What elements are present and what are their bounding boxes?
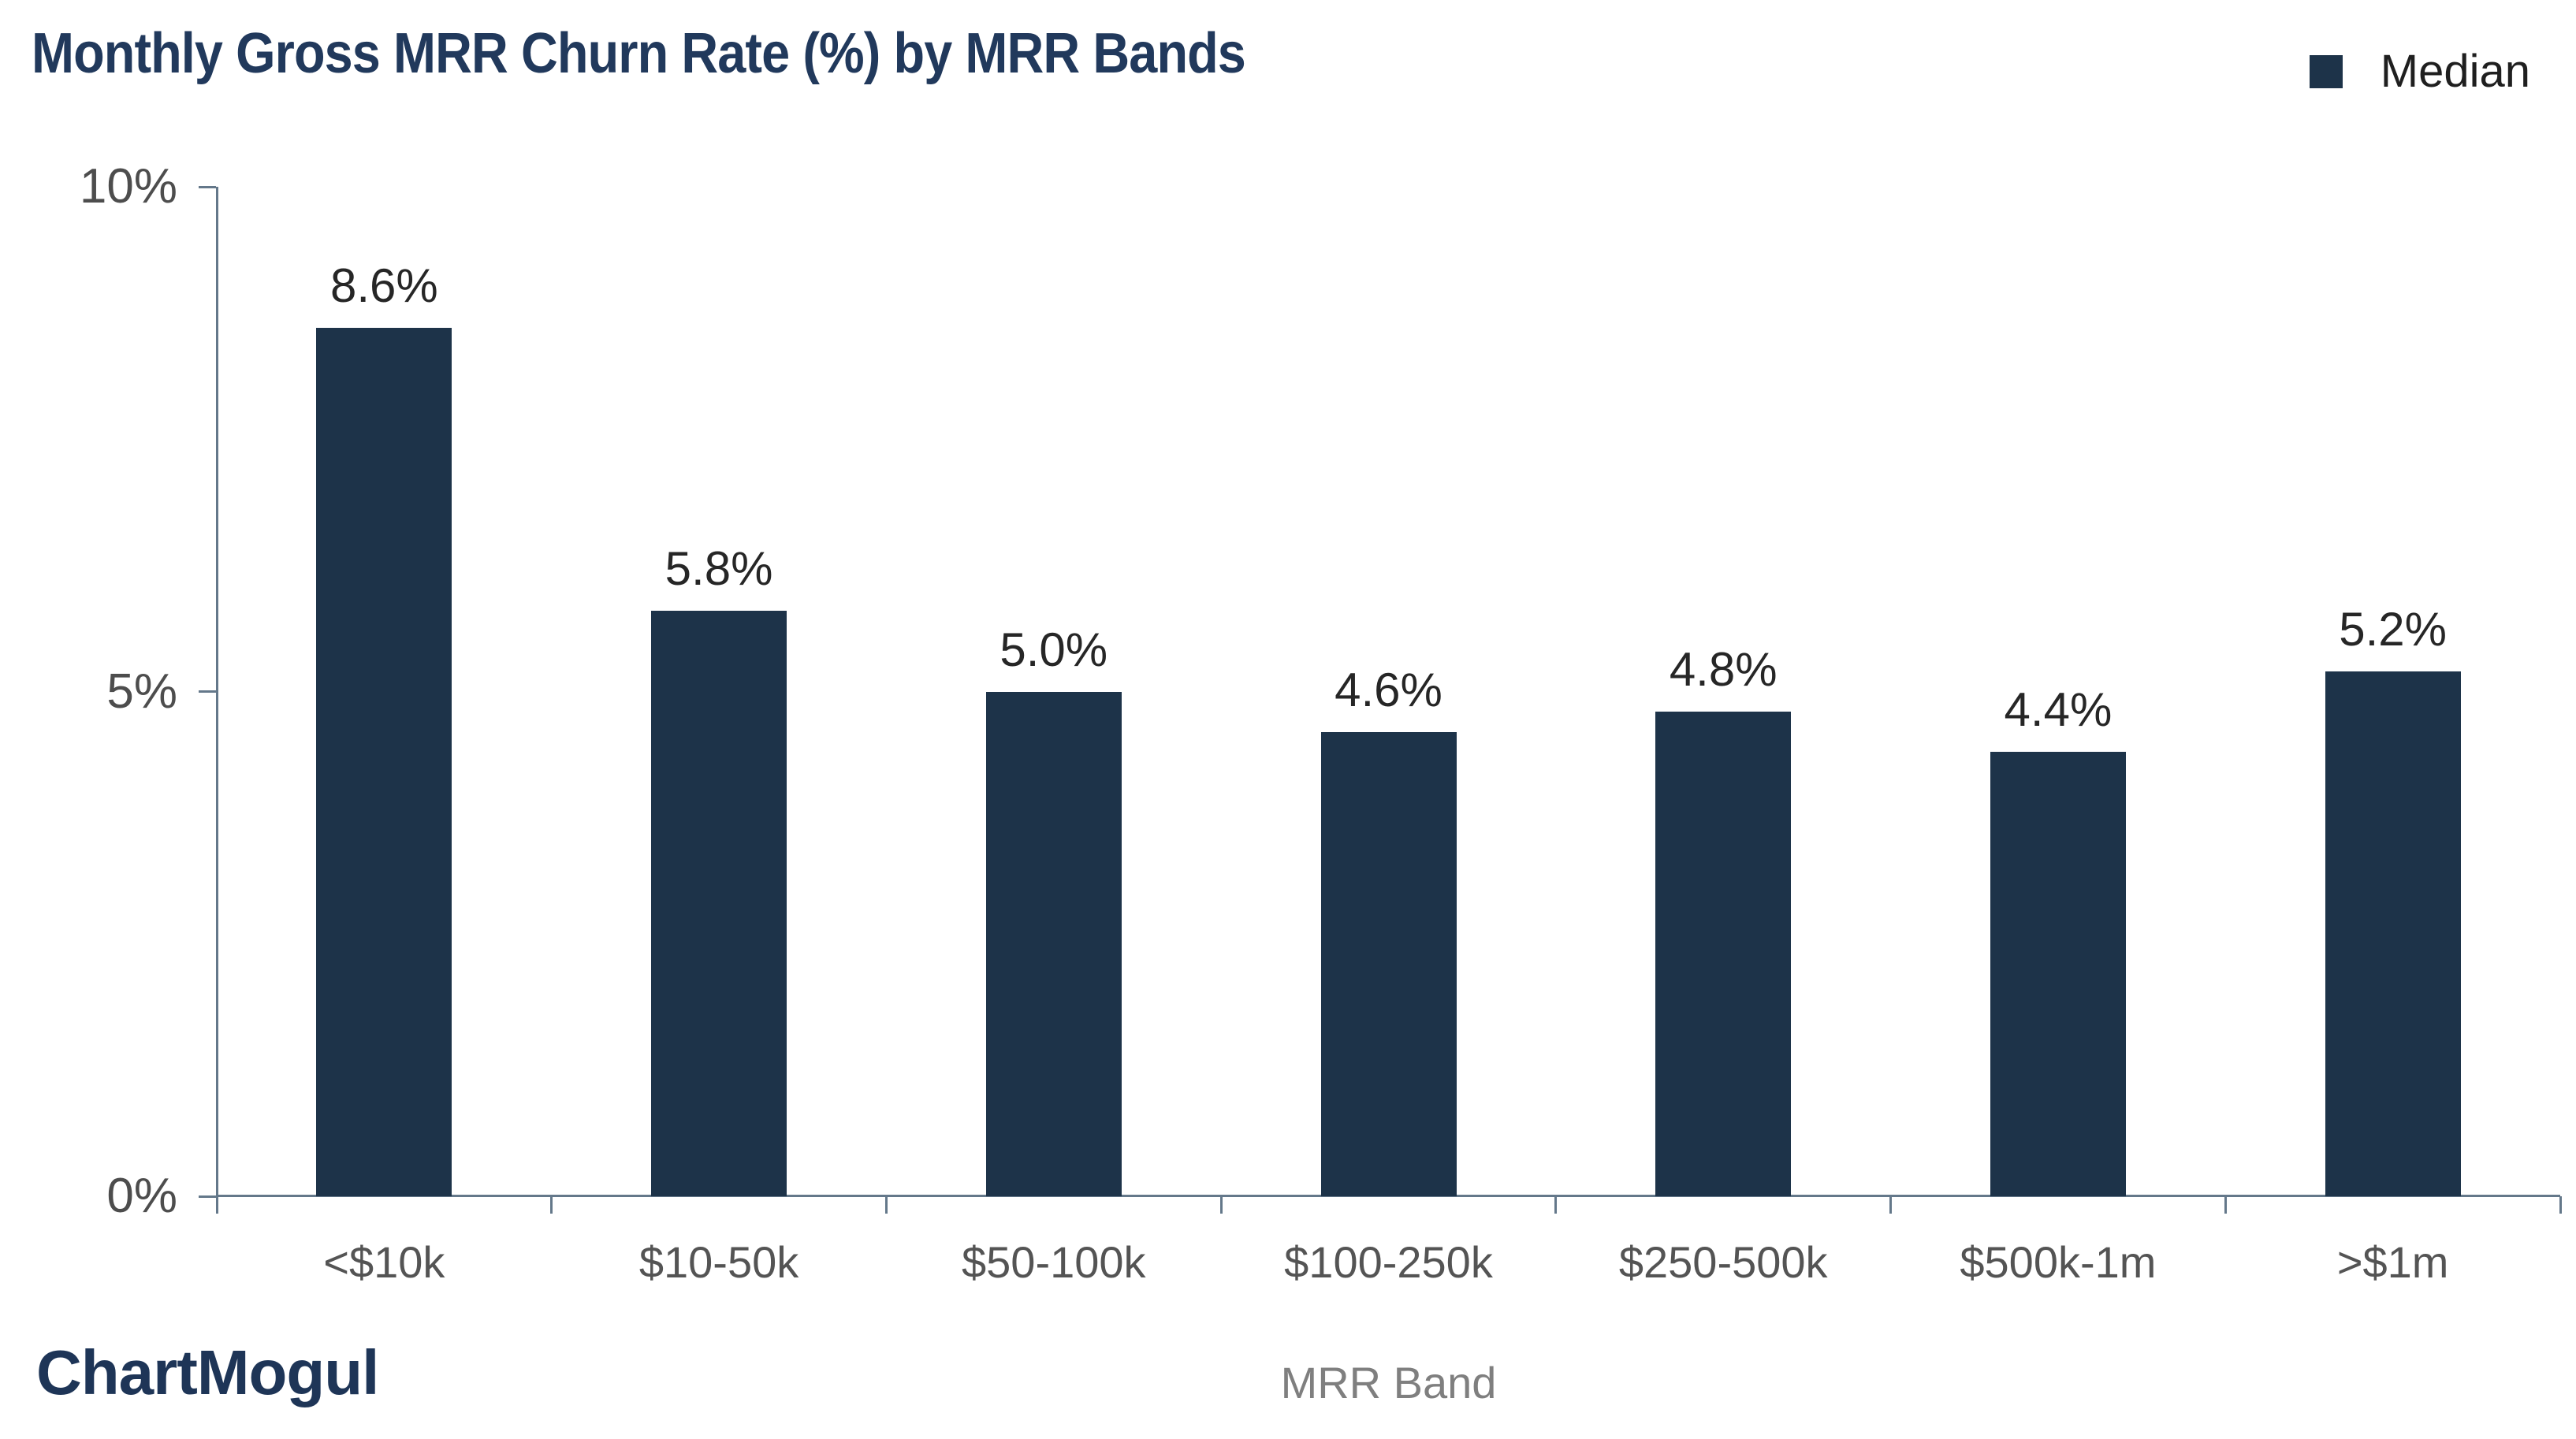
bar-value-label: 4.6% [1335, 663, 1442, 716]
plot-area: 0% 5% 10% 8.6% 5.8% 5.0% 4.6% 4.8% 4.4% 5.2% <$1… [80, 159, 2562, 1287]
bar-value-label: 8.6% [329, 259, 438, 313]
x-tick-mark [1554, 1196, 1558, 1214]
chartmogul-logo: ChartMogul [36, 1337, 379, 1407]
x-tick-mark [2224, 1196, 2227, 1214]
legend-swatch-median [2309, 55, 2343, 88]
x-tick-mark [1219, 1196, 1223, 1214]
bar-value-label: 5.8% [664, 542, 773, 596]
x-axis-title: MRR Band [1280, 1358, 1497, 1407]
chart-title: Monthly Gross MRR Churn Rate (%) by MRR … [32, 22, 1246, 85]
x-category-label: <$10k [323, 1237, 445, 1287]
bar-value-label: 5.0% [1000, 623, 1108, 676]
x-category-label: $10-50k [638, 1237, 799, 1287]
x-category-label: >$1m [2336, 1237, 2449, 1287]
bar->$1m [2325, 671, 2461, 1196]
y-tick-label: 0% [106, 1169, 177, 1223]
bar-value-label: 4.8% [1669, 643, 1778, 697]
x-category-label: $100-250k [1284, 1237, 1493, 1287]
legend-label-median: Median [2380, 46, 2530, 97]
y-tick-mark [199, 1195, 216, 1198]
y-tick-label: 10% [79, 159, 177, 214]
x-category-label: $50-100k [962, 1237, 1146, 1287]
x-tick-mark [2559, 1196, 2562, 1214]
y-tick-label: 5% [106, 664, 177, 719]
legend: Median [2309, 46, 2530, 98]
bar-$250-500k [1655, 712, 1792, 1196]
bar-value-label: 4.4% [2004, 683, 2113, 737]
x-tick-mark [1889, 1196, 1893, 1214]
bar-<$10k [316, 328, 452, 1196]
y-axis-line [216, 187, 218, 1214]
bar-$10-50k [651, 611, 787, 1196]
x-category-label: $500k-1m [1960, 1237, 2157, 1287]
x-tick-mark [550, 1196, 553, 1214]
x-tick-mark [215, 1196, 218, 1214]
x-category-label: $250-500k [1618, 1237, 1828, 1287]
x-tick-mark [884, 1196, 888, 1214]
bar-$500k-1m [1990, 752, 2126, 1196]
bar-value-label: 5.2% [2339, 602, 2448, 656]
y-tick-mark [199, 690, 216, 693]
bar-$100-250k [1320, 731, 1457, 1196]
y-tick-mark [199, 185, 216, 188]
bar-$50-100k [985, 691, 1122, 1196]
